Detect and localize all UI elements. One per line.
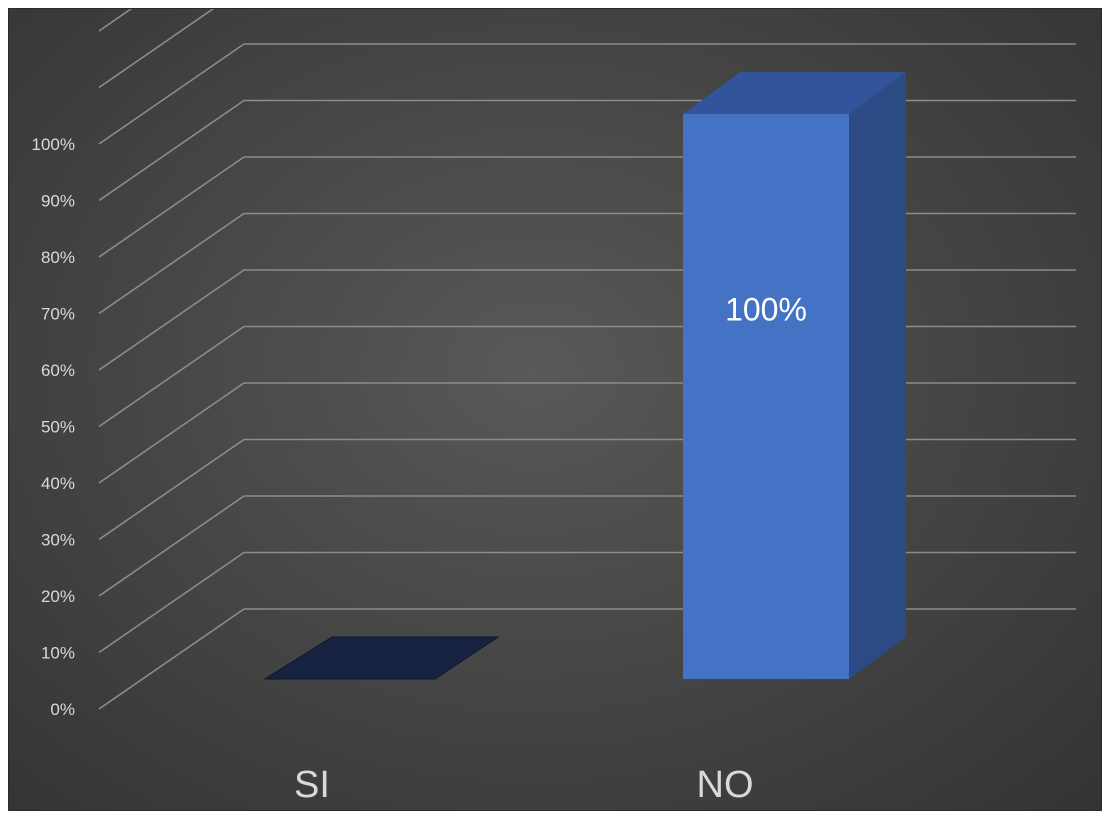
y-tick-label-6: 60% bbox=[41, 361, 75, 380]
gridline-70 bbox=[98, 212, 1076, 315]
gridline-side-20 bbox=[98, 495, 245, 597]
gridline-side-30 bbox=[98, 438, 245, 541]
gridline-40 bbox=[98, 382, 1076, 484]
y-tick-label-7: 70% bbox=[41, 305, 75, 324]
gridline-side-90 bbox=[98, 99, 245, 202]
bar-front-no bbox=[683, 114, 849, 679]
gridline-side-80 bbox=[98, 156, 245, 258]
gridline-side-100 bbox=[98, 43, 245, 145]
y-tick-label-2: 20% bbox=[41, 587, 75, 606]
gridline-120 bbox=[98, 9, 133, 32]
y-tick-label-0: 0% bbox=[50, 700, 75, 719]
data-labels: 100% bbox=[725, 292, 807, 328]
y-tick-label-4: 40% bbox=[41, 474, 75, 493]
gridline-0 bbox=[98, 608, 1076, 710]
x-category-label-no: NO bbox=[697, 764, 754, 806]
x-category-label-si: SI bbox=[294, 764, 330, 806]
bar-side-no bbox=[849, 72, 906, 679]
gridline-side-50 bbox=[98, 325, 245, 428]
gridline-10 bbox=[98, 551, 1076, 654]
gridline-side-0 bbox=[98, 608, 245, 710]
gridline-30 bbox=[98, 438, 1076, 541]
bar-base-si bbox=[263, 636, 500, 680]
gridline-side-10 bbox=[98, 551, 245, 654]
x-axis-category-labels: SI NO bbox=[294, 764, 753, 806]
data-label-no: 100% bbox=[725, 292, 807, 328]
gridline-side-120 bbox=[98, 9, 133, 32]
gridline-90 bbox=[98, 99, 1076, 202]
bar-chart-3d: 0% 10% 20% 30% 40% 50% 60% 70% 80% 90% 100% SI NO 1… bbox=[32, 9, 1076, 806]
y-tick-label-1: 10% bbox=[41, 644, 75, 663]
gridline-side-60 bbox=[98, 269, 245, 371]
bar-si bbox=[263, 636, 500, 680]
y-axis-tick-labels: 0% 10% 20% 30% 40% 50% 60% 70% 80% 90% 100% bbox=[32, 135, 75, 719]
bar-top-no bbox=[683, 72, 906, 114]
y-tick-label-8: 80% bbox=[41, 248, 75, 267]
gridline-60 bbox=[98, 269, 1076, 371]
y-tick-label-10: 100% bbox=[32, 135, 75, 154]
chart-frame: 0% 10% 20% 30% 40% 50% 60% 70% 80% 90% 100% SI NO 1… bbox=[8, 8, 1102, 811]
gridline-side-110 bbox=[98, 9, 215, 89]
bars bbox=[263, 72, 906, 680]
gridline-20 bbox=[98, 495, 1076, 597]
gridline-side-70 bbox=[98, 212, 245, 315]
y-tick-label-9: 90% bbox=[41, 192, 75, 211]
y-tick-label-5: 50% bbox=[41, 418, 75, 437]
bar-no bbox=[683, 72, 906, 679]
gridlines bbox=[98, 9, 1076, 710]
gridline-side-40 bbox=[98, 382, 245, 484]
gridline-80 bbox=[98, 156, 1076, 258]
gridline-100 bbox=[98, 43, 1076, 145]
gridline-110 bbox=[98, 9, 215, 89]
gridline-50 bbox=[98, 325, 1076, 428]
y-tick-label-3: 30% bbox=[41, 531, 75, 550]
